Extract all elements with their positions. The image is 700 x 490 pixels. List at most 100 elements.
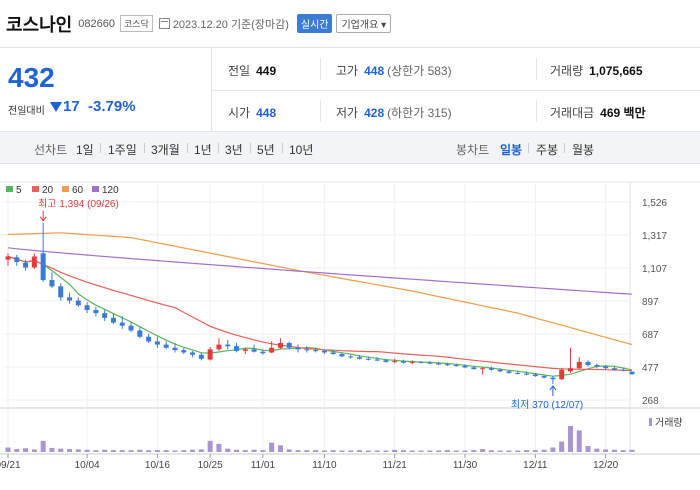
volume-bar	[611, 449, 617, 452]
volume-bars: 거래량	[5, 417, 683, 452]
y-tick-label: 1,317	[642, 231, 667, 242]
volume-legend-swatch	[649, 418, 652, 426]
candle-body	[585, 361, 591, 366]
y-tick-label: 897	[642, 297, 659, 308]
candle-body	[242, 349, 248, 351]
candle	[190, 350, 196, 358]
volume-label: 거래량	[655, 417, 683, 429]
candle	[31, 253, 37, 270]
period-3y[interactable]: 3년	[225, 143, 243, 157]
candle	[304, 346, 310, 353]
volume-bar	[14, 449, 20, 452]
volume-bar	[242, 450, 248, 452]
legend-label: 5	[16, 185, 22, 196]
candle	[471, 365, 477, 370]
high-arrow-head	[39, 216, 47, 222]
y-tick-label: 687	[642, 330, 659, 341]
period-toolbar: 선차트 1일 1주일 3개월 1년 3년 5년 10년 봉차트 일봉 주봉 월봉	[0, 132, 700, 164]
change-label: 전일대비	[8, 106, 45, 117]
period-1d[interactable]: 1일	[76, 143, 94, 157]
candle	[198, 352, 204, 361]
volume-bar	[550, 447, 556, 452]
candle	[277, 338, 283, 350]
candle-body	[269, 347, 275, 353]
high-annotation: 최고 1,394 (09/26)	[38, 198, 119, 210]
volume-bar	[330, 450, 336, 452]
stock-code: 082660	[78, 17, 115, 30]
row-divider	[212, 90, 700, 91]
volume-bar	[620, 450, 626, 452]
candle	[524, 371, 530, 376]
x-tick-label: 11/30	[453, 460, 478, 471]
candle-body	[321, 350, 327, 353]
market-badge: 코스닥	[119, 15, 153, 32]
volume-bar	[234, 449, 240, 452]
candle	[251, 344, 257, 353]
volume-bar	[480, 449, 486, 452]
candle-body	[594, 365, 600, 367]
volume-bar	[5, 447, 11, 452]
candle-monthly[interactable]: 월봉	[572, 143, 595, 157]
candle-body	[137, 330, 143, 337]
candle	[620, 368, 626, 372]
volume-bar	[295, 450, 301, 452]
candle	[23, 259, 29, 271]
volume-bar	[49, 447, 55, 452]
candle-body	[260, 351, 266, 354]
candle-body	[190, 352, 196, 355]
candle	[40, 222, 46, 282]
candle	[5, 253, 11, 266]
candle	[75, 297, 81, 307]
period-3m[interactable]: 3개월	[151, 143, 180, 157]
separator	[144, 143, 145, 153]
candle-body	[392, 361, 398, 363]
volume-bar	[400, 450, 406, 452]
candle	[58, 283, 64, 301]
candle-body	[409, 361, 415, 363]
candle	[181, 347, 187, 355]
candlesticks	[5, 222, 635, 384]
volume-bar	[453, 450, 459, 452]
down-triangle-icon	[50, 102, 62, 112]
candle-body	[462, 365, 468, 368]
candle	[102, 309, 108, 321]
candle-weekly[interactable]: 주봉	[536, 143, 559, 157]
candle-body	[84, 305, 90, 310]
candle	[269, 341, 275, 354]
volume-bar	[128, 450, 134, 452]
candle-body	[58, 286, 64, 298]
candle-body	[532, 374, 538, 377]
candle	[567, 347, 573, 373]
separator	[564, 143, 565, 153]
x-tick-label: 10/16	[145, 460, 170, 471]
y-tick-label: 477	[642, 363, 659, 374]
price-chart[interactable]: 5 20 60 120 최고 1,394 (09/26)최저 370 (12/07) …	[0, 164, 700, 490]
separator	[100, 143, 101, 153]
candle-body	[497, 369, 503, 372]
volume-bar	[524, 450, 530, 452]
candle	[67, 292, 73, 304]
period-1w[interactable]: 1주일	[108, 143, 137, 157]
candle-body	[119, 322, 125, 326]
candle-daily[interactable]: 일봉	[500, 143, 523, 157]
candle	[515, 370, 521, 375]
period-1y[interactable]: 1년	[194, 143, 212, 157]
candle-body	[365, 358, 371, 360]
volume-bar	[576, 430, 582, 452]
volume-bar	[269, 442, 275, 452]
change-percent: -3.79%	[88, 98, 136, 115]
candle-body	[480, 368, 486, 370]
volume-bar	[58, 448, 64, 452]
volume-bar	[216, 443, 222, 452]
period-10y[interactable]: 10년	[289, 143, 314, 157]
realtime-button[interactable]: 실시간	[296, 14, 333, 33]
period-5y[interactable]: 5년	[257, 143, 275, 157]
candle-body	[620, 369, 626, 371]
candle	[93, 306, 99, 317]
candle-body	[339, 354, 345, 357]
candle	[611, 366, 617, 371]
company-overview-dropdown[interactable]: 기업개요 ▾	[336, 14, 392, 33]
candle-body	[75, 300, 81, 306]
x-axis: 09/21 10/04 10/16 10/25 11/01 11/10 11/21 11/30…	[0, 454, 619, 471]
chart-grid	[0, 181, 700, 455]
